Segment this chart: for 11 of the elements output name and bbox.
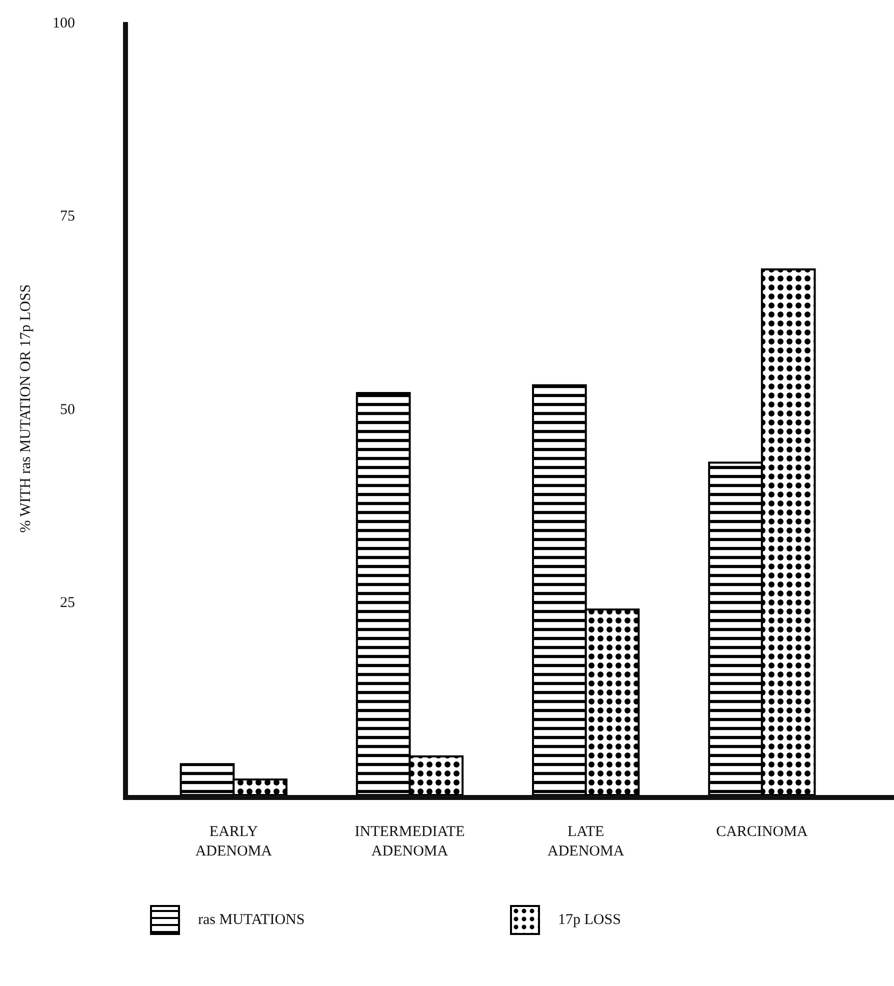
y-tick-label: 100 [52, 15, 75, 32]
x-tick-label: EARLY ADENOMA [195, 824, 272, 860]
y-axis-title: % WITH ras MUTATION OR 17p LOSS [18, 284, 34, 533]
legend-label: ras MUTATIONS [198, 912, 305, 928]
legend-label: 17p LOSS [558, 912, 621, 928]
x-tick-label: LATE ADENOMA [548, 824, 624, 860]
y-tick-label: 50 [60, 402, 75, 418]
y-tick-label: 25 [60, 595, 75, 611]
y-tick-label: 75 [60, 208, 75, 224]
x-tick-label: CARCINOMA [716, 824, 808, 840]
x-tick-label: INTERMEDIATE ADENOMA [354, 824, 465, 860]
